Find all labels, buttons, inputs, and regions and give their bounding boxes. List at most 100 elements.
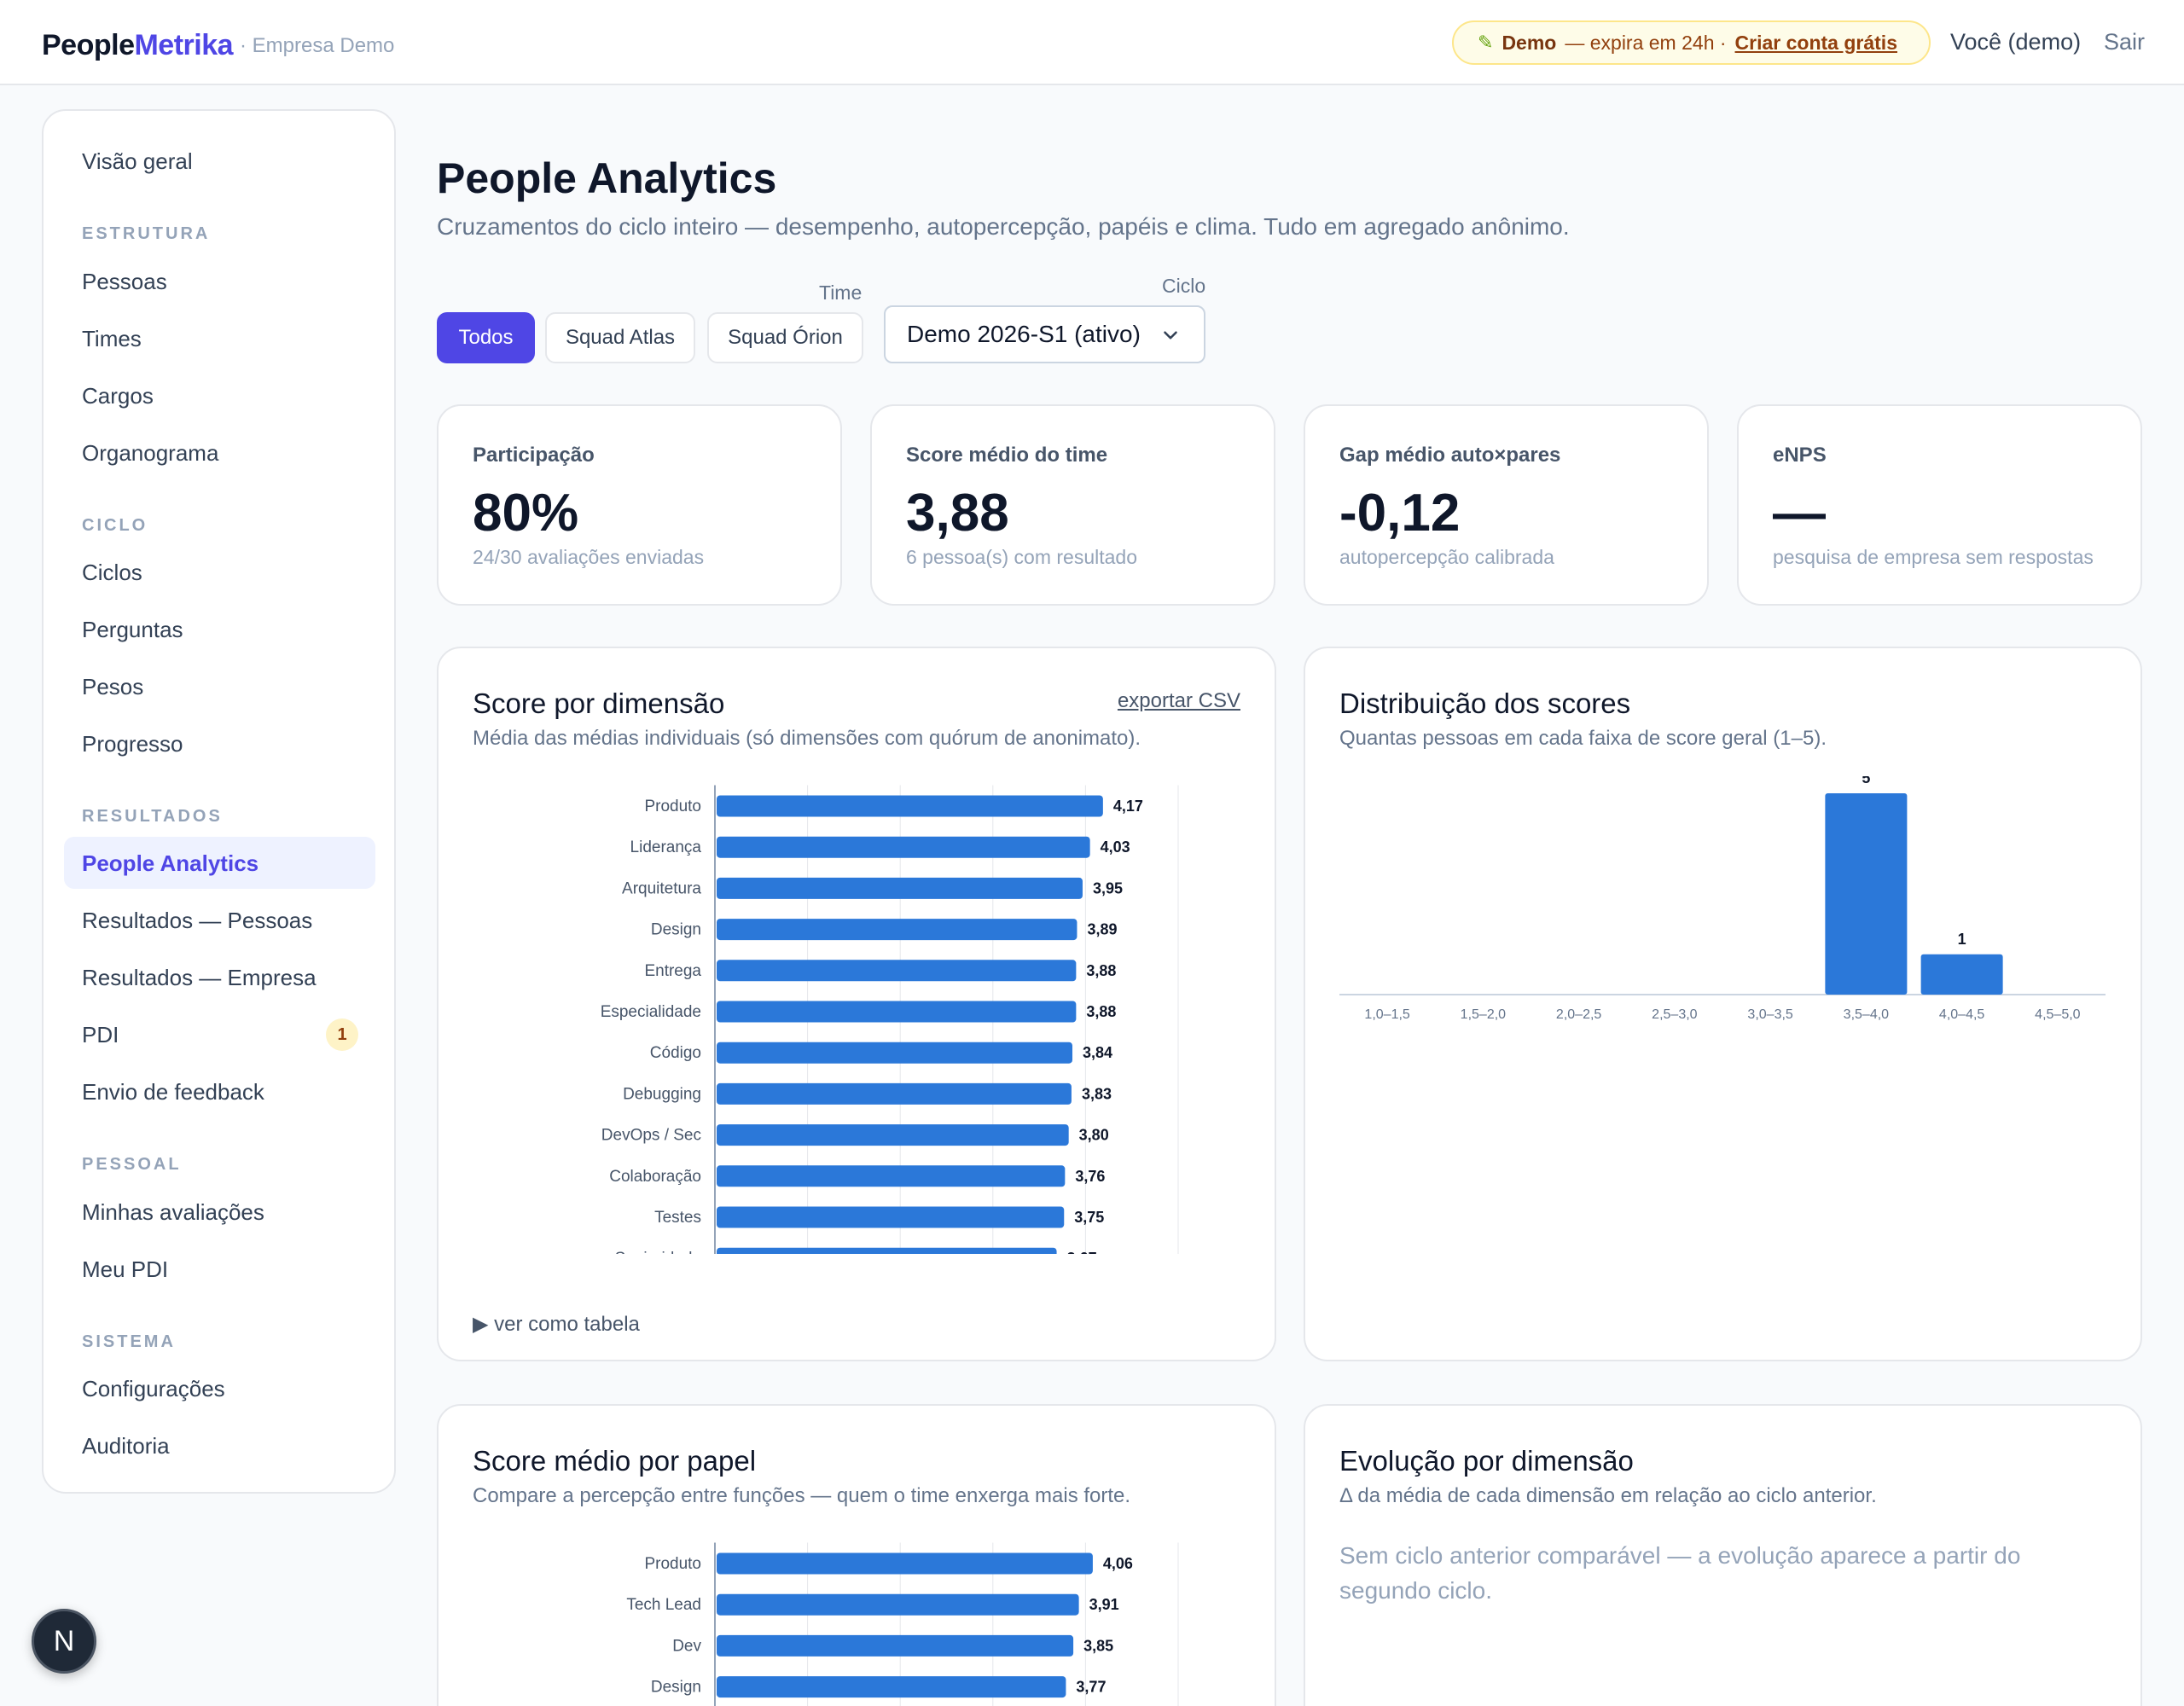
view-as-table-toggle[interactable]: ▶ ver como tabela [473, 1313, 640, 1336]
sidebar-item-perguntas[interactable]: Perguntas [82, 617, 183, 642]
card-title: Score por dimensão [473, 688, 725, 719]
create-account-link[interactable]: Criar conta grátis [1734, 31, 1897, 54]
bar [717, 877, 1083, 899]
bar-category-label: Entrega [644, 962, 701, 980]
bar-value-label: 3,88 [1086, 962, 1116, 979]
kpi-subtext: autopercepção calibrada [1339, 546, 1554, 568]
kpi-value: -0,12 [1339, 484, 1461, 543]
card-title: Score médio por papel [473, 1445, 757, 1477]
card-subtitle: Média das médias individuais (só dimensõ… [473, 727, 1141, 750]
bar-value-label: 3,80 [1079, 1127, 1109, 1144]
sidebar-item-envio-feedback[interactable]: Envio de feedback [82, 1079, 264, 1105]
cycle-filter-label: Ciclo [1162, 275, 1206, 297]
bar-category-label: Arquitetura [622, 879, 701, 897]
bar-category-label: Produto [644, 798, 701, 815]
team-filter-todos[interactable]: Todos [437, 312, 535, 363]
sidebar-item-auditoria[interactable]: Auditoria [82, 1433, 170, 1459]
kpi-card-score-medio: Score médio do time 3,88 6 pessoa(s) com… [870, 404, 1275, 606]
bar-value-label: 3,95 [1093, 879, 1123, 897]
logout-link[interactable]: Sair [2104, 29, 2146, 55]
sidebar-item-pesos[interactable]: Pesos [82, 674, 144, 699]
bar [717, 836, 1090, 858]
user-menu[interactable]: Você (demo) [1950, 29, 2082, 55]
histogram-bin-label: 3,5–4,0 [1844, 1007, 1889, 1022]
sidebar-item-progresso[interactable]: Progresso [82, 731, 183, 757]
bar-category-label: Senioridade [615, 1250, 701, 1254]
kpi-label: Participação [473, 444, 595, 467]
team-filter-squad-atlas[interactable]: Squad Atlas [545, 312, 695, 363]
kpi-value: 3,88 [906, 484, 1009, 543]
role-score-card: Score médio por papel Compare a percepçã… [437, 1404, 1276, 1706]
bar-value-label: 3,88 [1086, 1003, 1116, 1020]
logo-part-people: People [42, 29, 135, 61]
bar [717, 1206, 1065, 1228]
kpi-card-gap-medio: Gap médio auto×pares -0,12 autopercepção… [1304, 404, 1709, 606]
histogram-bin-label: 3,0–3,5 [1747, 1007, 1792, 1022]
histogram-bin-label: 2,0–2,5 [1556, 1007, 1601, 1022]
sidebar-item-configuracoes[interactable]: Configurações [82, 1376, 225, 1401]
bar [717, 1676, 1066, 1698]
histogram-bin-label: 1,0–1,5 [1364, 1007, 1409, 1022]
kpi-subtext: 24/30 avaliações enviadas [473, 546, 705, 568]
bar [717, 1247, 1057, 1254]
team-filter-label: Time [819, 281, 863, 304]
sidebar-item-pdi[interactable]: PDI [82, 1022, 119, 1047]
bar-value-label: 3,77 [1076, 1679, 1106, 1696]
demo-label: Demo [1502, 31, 1557, 54]
card-title: Distribuição dos scores [1339, 688, 1631, 719]
bar-value-label: 3,83 [1082, 1085, 1112, 1102]
bar-category-label: Dev [672, 1637, 701, 1655]
sidebar-item-organograma[interactable]: Organograma [82, 440, 219, 466]
bar-category-label: Produto [644, 1555, 701, 1573]
kpi-label: Score médio do time [906, 444, 1108, 467]
export-csv-link[interactable]: exportar CSV [1117, 689, 1240, 712]
histogram-value-label: 1 [1958, 931, 1966, 948]
bar-category-label: Código [650, 1044, 701, 1062]
cycle-select[interactable]: Demo 2026-S1 (ativo) [884, 305, 1205, 363]
logo-part-metrika: Metrika [134, 29, 234, 61]
nextjs-dev-indicator-icon[interactable]: N [32, 1609, 96, 1674]
demo-banner: ✎ Demo — expira em 24h · Criar conta grá… [1452, 20, 1931, 65]
magic-wand-icon: ✎ [1478, 32, 1494, 53]
demo-expiry-text: — expira em 24h · [1565, 31, 1727, 54]
bar-category-label: Colaboração [609, 1168, 701, 1186]
cycle-select-value: Demo 2026-S1 (ativo) [907, 321, 1141, 347]
histogram-bin-label: 2,5–3,0 [1652, 1007, 1697, 1022]
sidebar-item-resultados-pessoas[interactable]: Resultados — Pessoas [82, 908, 313, 933]
bar [717, 1593, 1079, 1616]
bar-value-label: 3,67 [1067, 1250, 1097, 1254]
sidebar-item-resultados-empresa[interactable]: Resultados — Empresa [82, 965, 317, 990]
sidebar-item-cargos[interactable]: Cargos [82, 383, 154, 409]
kpi-label: eNPS [1773, 444, 1827, 467]
sidebar: Visão geral ESTRUTURA Pessoas Times Carg… [42, 109, 396, 1494]
sidebar-item-meu-pdi[interactable]: Meu PDI [82, 1256, 169, 1282]
bar-value-label: 4,06 [1103, 1555, 1133, 1572]
sidebar-item-ciclos[interactable]: Ciclos [82, 560, 142, 585]
sidebar-item-overview[interactable]: Visão geral [82, 148, 193, 174]
histogram-bin-label: 4,0–4,5 [1939, 1007, 1984, 1022]
bar [717, 1042, 1073, 1064]
evolution-empty-state: Sem ciclo anterior comparável — a evoluç… [1339, 1542, 2021, 1604]
sidebar-item-times[interactable]: Times [82, 326, 142, 351]
app-logo[interactable]: PeopleMetrika [42, 29, 234, 62]
sidebar-item-pessoas[interactable]: Pessoas [82, 269, 167, 294]
sidebar-item-minhas-avaliacoes[interactable]: Minhas avaliações [82, 1199, 264, 1225]
bar-category-label: Debugging [623, 1085, 701, 1103]
kpi-card-enps: eNPS — pesquisa de empresa sem respostas [1737, 404, 2142, 606]
bar-category-label: DevOps / Sec [601, 1127, 701, 1145]
bar-category-label: Design [651, 921, 701, 939]
bar [717, 795, 1103, 817]
bar-value-label: 3,75 [1074, 1209, 1104, 1226]
bar-value-label: 4,03 [1101, 838, 1130, 856]
kpi-label: Gap médio auto×pares [1339, 444, 1561, 467]
bar [717, 1001, 1077, 1023]
card-title: Evolução por dimensão [1339, 1445, 1634, 1477]
kpi-value: 80% [473, 484, 579, 543]
bar [717, 1082, 1072, 1105]
top-bar: PeopleMetrika · Empresa Demo ✎ Demo — ex… [0, 0, 2184, 85]
team-filter-squad-orion[interactable]: Squad Órion [707, 312, 863, 363]
kpi-subtext: 6 pessoa(s) com resultado [906, 546, 1138, 568]
sidebar-item-people-analytics[interactable]: People Analytics [82, 850, 259, 876]
histogram-value-label: 5 [1862, 776, 1870, 786]
dimension-evolution-card: Evolução por dimensão Δ da média de cada… [1304, 1404, 2142, 1706]
